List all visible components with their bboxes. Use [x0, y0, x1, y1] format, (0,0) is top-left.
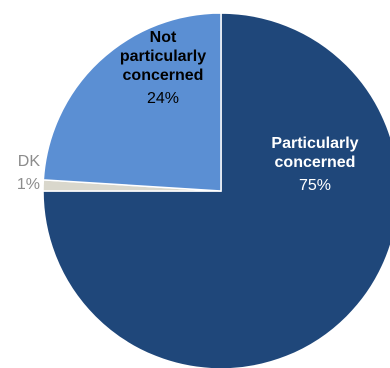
slice-label-2-line-1: particularly: [120, 48, 206, 65]
slice-value-label-0: 75%: [299, 177, 331, 194]
pie-slice-0: [42, 12, 390, 368]
slice-label-0-line-0: Particularly: [271, 135, 358, 152]
slice-label-0-line-1: concerned: [275, 154, 356, 171]
pie-labels: Particularly concerned 75% DK 1% Not particula…: [17, 29, 359, 194]
pie-slices: [42, 12, 390, 368]
slice-label-2-line-0: Not: [150, 29, 177, 46]
slice-label-2-line-2: concerned: [123, 67, 204, 84]
slice-label-1-line-0: DK: [18, 153, 41, 170]
pie-slice-2: [42, 12, 222, 192]
slice-value-label-2: 24%: [147, 90, 179, 107]
slice-value-label-1: 1%: [17, 176, 40, 193]
